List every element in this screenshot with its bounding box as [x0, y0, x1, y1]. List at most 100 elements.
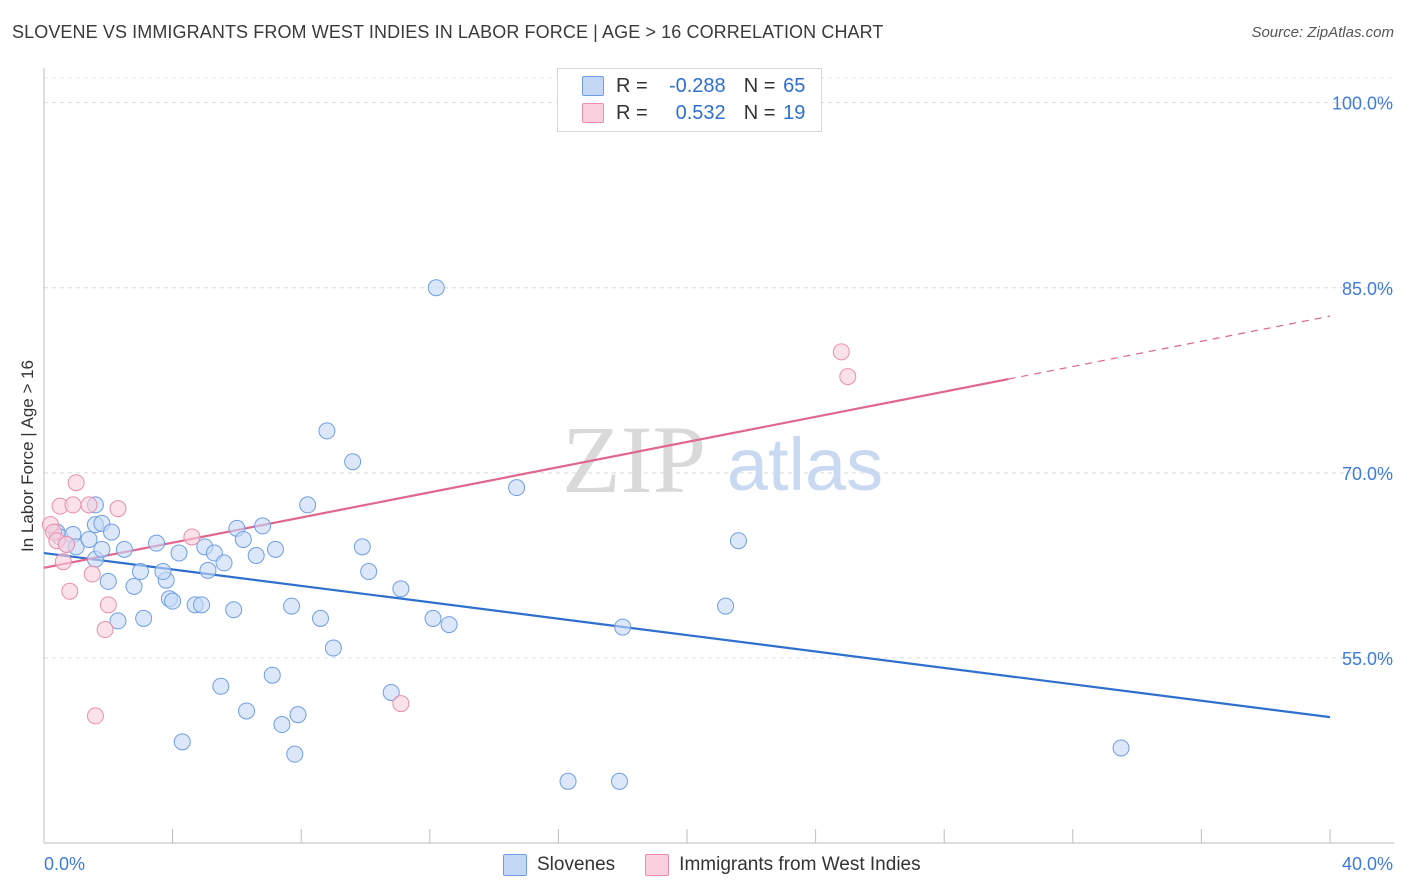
- point-slovenes: [508, 479, 526, 497]
- point-west-indies: [83, 565, 101, 583]
- watermark-atlas: atlas: [727, 423, 883, 506]
- point-slovenes: [93, 540, 111, 558]
- gridlines: [44, 77, 1394, 659]
- x-tick-label: 40.0%: [1342, 854, 1393, 874]
- legend-item-west-indies[interactable]: Immigrants from West Indies: [645, 854, 921, 876]
- point-slovenes: [610, 772, 628, 790]
- point-west-indies: [61, 582, 79, 600]
- point-slovenes: [299, 496, 317, 514]
- point-slovenes: [99, 572, 117, 590]
- chart-title: SLOVENE VS IMMIGRANTS FROM WEST INDIES I…: [12, 22, 884, 42]
- point-slovenes: [148, 534, 166, 552]
- point-slovenes: [289, 706, 307, 724]
- point-slovenes: [392, 580, 410, 598]
- point-slovenes: [382, 683, 400, 701]
- y-axis-label: In Labor Force | Age > 16: [18, 359, 37, 553]
- point-slovenes: [164, 592, 182, 610]
- legend-row-slovenes: R = -0.288 N = 65: [582, 73, 805, 99]
- legend-r-value: -0.288: [668, 74, 726, 97]
- point-west-indies: [58, 535, 76, 553]
- point-slovenes: [103, 523, 121, 541]
- legend-r-label: R =: [616, 74, 648, 97]
- point-slovenes: [360, 563, 378, 581]
- legend-item-slovenes[interactable]: Slovenes: [503, 854, 615, 876]
- point-slovenes: [440, 616, 458, 634]
- legend-swatch-pink: [645, 854, 670, 876]
- x-tick-label: 0.0%: [44, 854, 85, 874]
- point-slovenes: [353, 538, 371, 556]
- y-tick-label: 100.0%: [1332, 94, 1393, 114]
- y-tick-label: 70.0%: [1342, 464, 1393, 484]
- point-slovenes: [717, 597, 735, 615]
- legend-label-slovenes: Slovenes: [537, 854, 616, 875]
- point-slovenes: [1112, 739, 1130, 757]
- trend-lines: [43, 315, 1331, 719]
- point-west-indies: [86, 707, 104, 725]
- stats-legend: R = -0.288 N = 65 R = 0.532 N = 19: [557, 68, 822, 132]
- watermark-zip: ZIP: [562, 406, 706, 513]
- legend-r-label: R =: [616, 101, 648, 124]
- legend-n-value: 65: [783, 74, 806, 97]
- legend-n-label: N =: [743, 74, 776, 97]
- point-west-indies: [183, 528, 201, 546]
- point-west-indies: [839, 368, 857, 386]
- legend-swatch-blue: [503, 854, 527, 876]
- trend-line-solid: [43, 377, 1009, 569]
- point-slovenes: [273, 716, 291, 734]
- point-slovenes: [199, 561, 217, 579]
- point-slovenes: [109, 612, 127, 630]
- point-slovenes: [238, 702, 256, 720]
- point-slovenes: [263, 666, 281, 684]
- point-west-indies: [96, 621, 114, 639]
- point-slovenes: [424, 609, 442, 627]
- legend-swatch-pink: [582, 103, 604, 123]
- legend-label-west-indies: Immigrants from West Indies: [679, 854, 921, 875]
- tick-labels: 100.0% 85.0% 70.0% 55.0% 0.0% 40.0%: [44, 94, 1393, 874]
- data-points: [41, 279, 1130, 790]
- y-tick-label: 85.0%: [1342, 279, 1393, 299]
- point-slovenes: [80, 530, 98, 548]
- point-slovenes: [324, 639, 342, 657]
- point-slovenes: [266, 540, 284, 558]
- trend-line-dashed: [1008, 315, 1331, 380]
- point-slovenes: [215, 554, 233, 572]
- point-slovenes: [170, 544, 188, 562]
- point-west-indies: [67, 474, 85, 492]
- point-slovenes: [115, 540, 133, 558]
- point-slovenes: [729, 532, 747, 550]
- point-slovenes: [212, 677, 230, 695]
- point-slovenes: [125, 577, 143, 595]
- point-slovenes: [311, 609, 329, 627]
- point-slovenes: [283, 597, 301, 615]
- point-slovenes: [254, 517, 272, 535]
- legend-r-value: 0.532: [675, 101, 726, 124]
- point-west-indies: [99, 596, 117, 614]
- point-slovenes: [318, 422, 336, 440]
- point-slovenes: [131, 563, 149, 581]
- legend-row-west-indies: R = 0.532 N = 19: [582, 100, 805, 126]
- point-west-indies: [80, 496, 98, 514]
- point-slovenes: [154, 563, 172, 581]
- trend-line: [43, 551, 1331, 719]
- point-slovenes: [135, 609, 153, 627]
- point-slovenes: [614, 618, 632, 636]
- point-west-indies: [64, 496, 82, 514]
- point-west-indies: [54, 553, 72, 571]
- y-tick-label: 55.0%: [1342, 649, 1393, 669]
- legend-n-value: 19: [783, 101, 806, 124]
- point-slovenes: [193, 596, 211, 614]
- point-slovenes: [286, 745, 304, 763]
- point-slovenes: [247, 547, 265, 565]
- point-slovenes: [173, 733, 191, 751]
- axes: [43, 68, 1394, 844]
- point-west-indies: [392, 695, 410, 713]
- point-west-indies: [832, 343, 850, 361]
- point-slovenes: [344, 453, 362, 471]
- legend-n-label: N =: [743, 101, 776, 124]
- point-slovenes: [427, 279, 445, 297]
- point-west-indies: [109, 500, 127, 518]
- series-legend: Slovenes Immigrants from West Indies: [503, 852, 951, 878]
- source-label: Source: ZipAtlas.com: [1251, 24, 1394, 41]
- point-slovenes: [559, 772, 577, 790]
